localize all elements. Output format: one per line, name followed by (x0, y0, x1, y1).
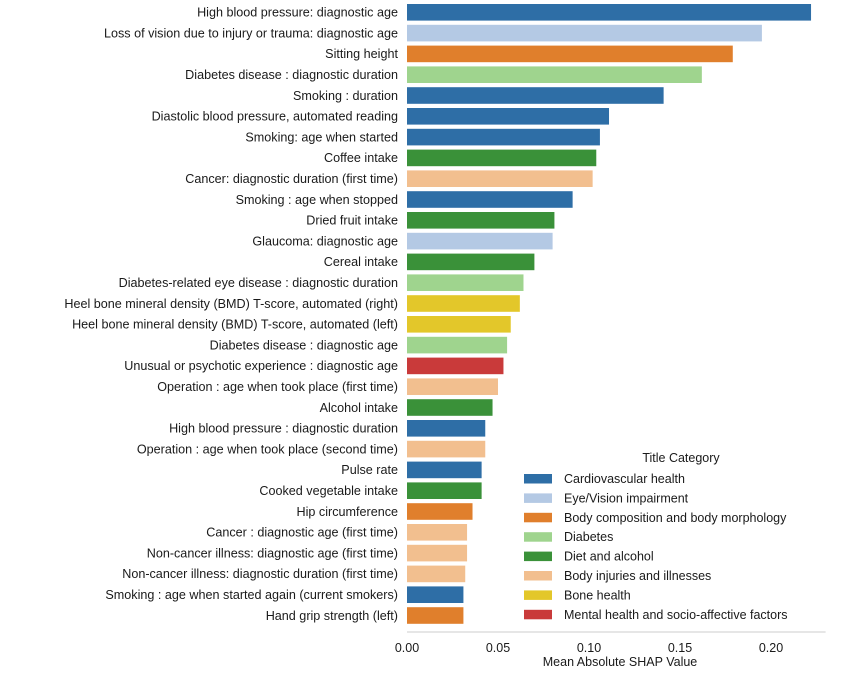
category-label: Hand grip strength (left) (266, 609, 398, 623)
category-labels: High blood pressure: diagnostic age Loss … (64, 6, 398, 623)
x-tick-label: 0.10 (577, 641, 601, 655)
category-label: Smoking : duration (293, 89, 398, 103)
bar-9 (407, 170, 593, 187)
category-label: Diastolic blood pressure, automated read… (152, 110, 398, 124)
category-label: Heel bone mineral density (BMD) T-score,… (72, 318, 398, 332)
bar-20 (407, 399, 493, 416)
bar-4 (407, 66, 702, 83)
category-label: Hip circumference (297, 505, 398, 519)
bar-19 (407, 378, 498, 395)
category-label: Unusual or psychotic experience : diagno… (124, 359, 398, 373)
bar-30 (407, 607, 464, 624)
category-label: Sitting height (325, 47, 398, 61)
category-label: Smoking : age when started again (curren… (105, 588, 398, 602)
category-label: Dried fruit intake (306, 214, 398, 228)
bar-12 (407, 232, 553, 250)
category-label: Diabetes disease : diagnostic age (210, 338, 398, 352)
legend-swatch (524, 532, 552, 542)
bar-21 (407, 420, 486, 437)
bar-16 (407, 316, 511, 333)
legend-label: Eye/Vision impairment (564, 491, 689, 505)
category-label: Diabetes-related eye disease : diagnosti… (119, 276, 398, 290)
category-label: Glaucoma: diagnostic age (252, 234, 398, 248)
category-label: Coffee intake (324, 151, 398, 165)
legend: Title Category Cardiovascular health Eye/… (524, 451, 788, 622)
category-label: Alcohol intake (320, 401, 398, 415)
bar-3 (407, 45, 733, 63)
legend-title: Title Category (642, 451, 720, 465)
bar-22 (407, 440, 486, 458)
category-label: Operation : age when took place (second … (137, 442, 398, 456)
category-label: High blood pressure : diagnostic duratio… (169, 422, 398, 436)
category-label: Cooked vegetable intake (259, 484, 398, 498)
legend-swatch (524, 493, 552, 503)
legend-swatch (524, 571, 552, 581)
legend-label: Bone health (564, 588, 631, 602)
category-label: Smoking: age when started (245, 130, 398, 144)
bar-24 (407, 482, 482, 499)
bar-17 (407, 336, 508, 354)
legend-label: Cardiovascular health (564, 472, 685, 486)
bar-25 (407, 503, 473, 520)
bar-29 (407, 586, 464, 603)
category-label: Loss of vision due to injury or trauma: … (104, 26, 398, 40)
legend-swatch (524, 512, 552, 523)
bar-13 (407, 253, 535, 271)
bar-28 (407, 565, 466, 583)
bar-27 (407, 544, 468, 562)
x-tick-label: 0.05 (486, 641, 510, 655)
legend-swatch (524, 474, 552, 484)
legend-swatch (524, 590, 552, 600)
x-tick-label: 0.15 (668, 641, 692, 655)
legend-label: Diet and alcohol (564, 550, 654, 564)
x-axis: Mean Absolute SHAP Value 0.00 0.05 0.10 0.1… (395, 631, 826, 669)
bar-15 (407, 295, 520, 312)
category-label: Operation : age when took place (first t… (157, 380, 398, 394)
bar-7 (407, 128, 600, 146)
bar-18 (407, 357, 504, 375)
category-label: Heel bone mineral density (BMD) T-score,… (64, 297, 398, 311)
category-label: Non-cancer illness: diagnostic duration … (122, 567, 398, 581)
bar-10 (407, 191, 573, 208)
category-label: High blood pressure: diagnostic age (197, 6, 398, 20)
category-label: Non-cancer illness: diagnostic age (firs… (147, 546, 398, 560)
bar-14 (407, 274, 524, 291)
bar-11 (407, 212, 555, 229)
category-label: Diabetes disease : diagnostic duration (185, 68, 398, 82)
x-tick-label: 0.00 (395, 641, 419, 655)
bar-23 (407, 461, 482, 479)
category-label: Cancer: diagnostic duration (first time) (185, 172, 398, 186)
bar-2 (407, 24, 762, 42)
bar-26 (407, 524, 468, 541)
legend-label: Mental health and socio-affective factor… (564, 608, 788, 622)
category-label: Pulse rate (341, 463, 398, 477)
x-axis-title: Mean Absolute SHAP Value (543, 655, 698, 669)
bar-6 (407, 108, 610, 125)
bar-8 (407, 149, 597, 167)
legend-swatch (524, 609, 552, 620)
bars-layer (407, 4, 812, 624)
category-label: Cereal intake (324, 255, 398, 269)
category-label: Cancer : diagnostic age (first time) (206, 526, 398, 540)
x-tick-label: 0.20 (759, 641, 783, 655)
bar-5 (407, 87, 664, 104)
legend-label: Body injuries and illnesses (564, 569, 711, 583)
legend-label: Body composition and body morphology (564, 511, 787, 525)
legend-swatch (524, 551, 552, 562)
bar-1 (407, 4, 812, 21)
legend-label: Diabetes (564, 530, 613, 544)
category-label: Smoking : age when stopped (236, 193, 398, 207)
